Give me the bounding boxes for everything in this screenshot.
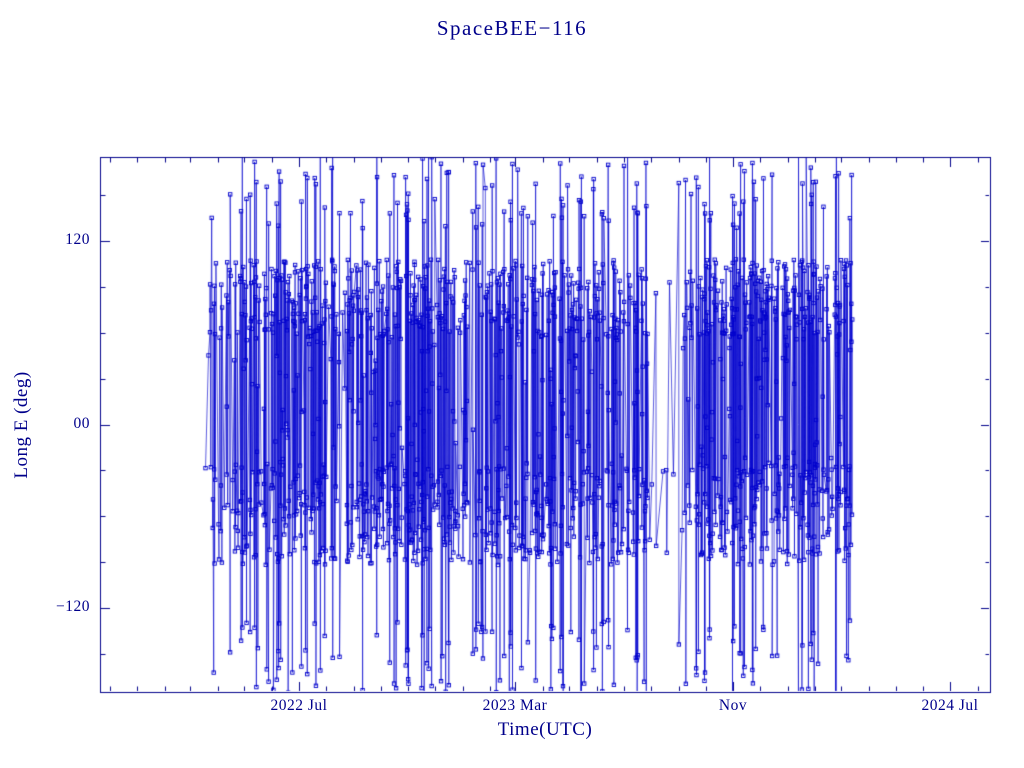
x-tick-label: 2024 Jul (921, 697, 979, 714)
y-tick-label: −120 (56, 598, 90, 615)
y-tick-label: 00 (73, 415, 90, 432)
chart-title: SpaceBEE−116 (436, 16, 588, 40)
y-tick-label: 120 (65, 231, 90, 248)
x-tick-label: 2023 Mar (482, 697, 548, 714)
x-tick-label: 2022 Jul (270, 697, 328, 714)
x-tick-label: Nov (718, 697, 748, 714)
x-axis-label: Time(UTC) (497, 719, 593, 740)
